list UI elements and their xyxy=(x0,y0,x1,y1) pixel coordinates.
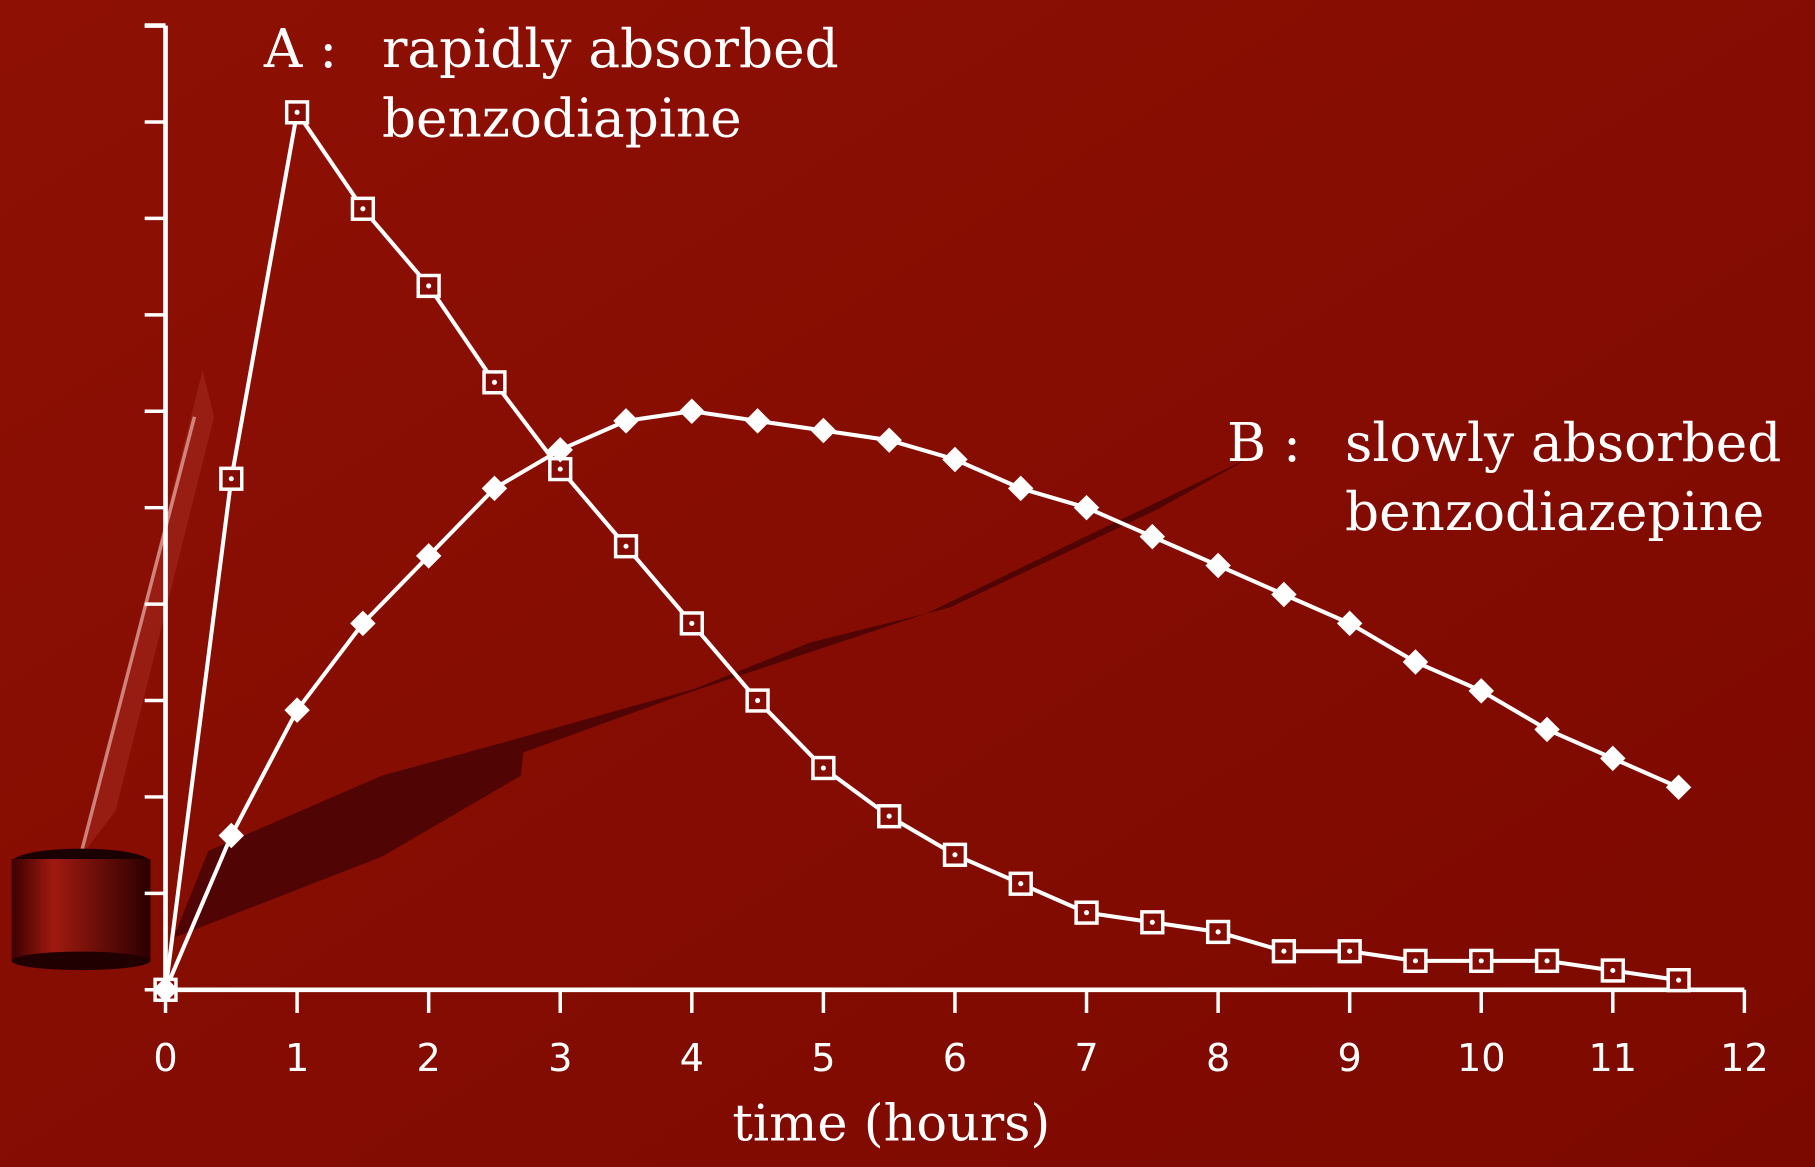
marker-dot xyxy=(623,543,629,549)
marker-diamond xyxy=(218,822,245,849)
marker-diamond xyxy=(810,417,837,444)
marker-diamond xyxy=(415,543,442,569)
marker-dot xyxy=(426,283,432,289)
marker-dot xyxy=(1215,929,1221,935)
marker-dot xyxy=(228,476,234,482)
annotation-label: A : xyxy=(263,18,337,80)
x-tick-label: 4 xyxy=(680,1037,704,1081)
marker-dot xyxy=(1149,919,1155,925)
marker-dot xyxy=(1083,910,1090,916)
marker-diamond xyxy=(481,475,508,502)
x-tick-label: 12 xyxy=(1720,1037,1769,1081)
marker-dot xyxy=(1544,958,1550,964)
marker-dot xyxy=(491,379,498,385)
marker-dot xyxy=(1478,958,1484,964)
marker-dot xyxy=(1610,967,1616,974)
marker-dot xyxy=(1412,958,1419,964)
marker-diamond xyxy=(744,408,771,434)
x-axis-label: time (hours) xyxy=(732,1094,1050,1153)
marker-dot xyxy=(360,206,366,212)
marker-diamond xyxy=(876,427,902,453)
marker-diamond xyxy=(547,437,573,463)
annotation-text: rapidly absorbed xyxy=(382,18,839,80)
annotation-label: B : xyxy=(1227,412,1301,474)
marker-dot xyxy=(1018,881,1024,887)
marker-dot xyxy=(1676,977,1682,983)
marker-dot xyxy=(1281,948,1287,954)
marker-diamond xyxy=(1534,716,1560,743)
x-tick-label: 1 xyxy=(285,1037,309,1081)
series-line xyxy=(163,409,1680,991)
x-tick-label: 11 xyxy=(1589,1037,1638,1081)
marker-diamond xyxy=(1205,552,1231,579)
marker-diamond xyxy=(1665,774,1692,801)
ink-bottle xyxy=(11,858,151,961)
marker-diamond xyxy=(942,446,968,473)
marker-dot xyxy=(952,852,958,858)
marker-diamond xyxy=(152,977,179,1003)
marker-dot xyxy=(886,813,892,819)
marker-dot xyxy=(1347,948,1353,954)
marker-dot xyxy=(820,765,826,771)
marker-diamond xyxy=(1336,610,1363,637)
marker-dot xyxy=(294,109,300,115)
quill-stem xyxy=(77,416,197,863)
marker-diamond xyxy=(1073,494,1100,521)
x-tick-label: 5 xyxy=(811,1037,835,1081)
annotation-text: benzodiazepine xyxy=(1345,481,1764,543)
marker-diamond xyxy=(679,398,705,424)
x-tick-label: 8 xyxy=(1206,1037,1230,1081)
x-tick-label: 9 xyxy=(1338,1037,1362,1081)
marker-diamond xyxy=(1600,745,1626,772)
marker-diamond xyxy=(284,697,310,723)
marker-dot xyxy=(755,697,761,704)
marker-dot xyxy=(689,620,695,626)
x-tick-label: 2 xyxy=(417,1037,441,1081)
ink-bottle-base xyxy=(11,951,151,971)
marker-diamond xyxy=(613,408,639,434)
x-tick-label: 7 xyxy=(1074,1037,1098,1081)
marker-diamond xyxy=(350,610,376,637)
marker-diamond xyxy=(1402,649,1429,675)
quill xyxy=(81,370,215,857)
marker-diamond xyxy=(1008,475,1034,502)
annotation-text: slowly absorbed xyxy=(1345,412,1781,474)
quill-shadow xyxy=(173,457,1251,938)
marker-dot xyxy=(557,466,563,472)
x-tick-label: 3 xyxy=(548,1037,572,1081)
marker-diamond xyxy=(1468,678,1494,704)
x-tick-label: 6 xyxy=(943,1037,967,1081)
x-tick-label: 0 xyxy=(153,1037,177,1081)
x-tick-label: 10 xyxy=(1457,1037,1506,1081)
annotation-text: benzodiapine xyxy=(382,88,742,150)
